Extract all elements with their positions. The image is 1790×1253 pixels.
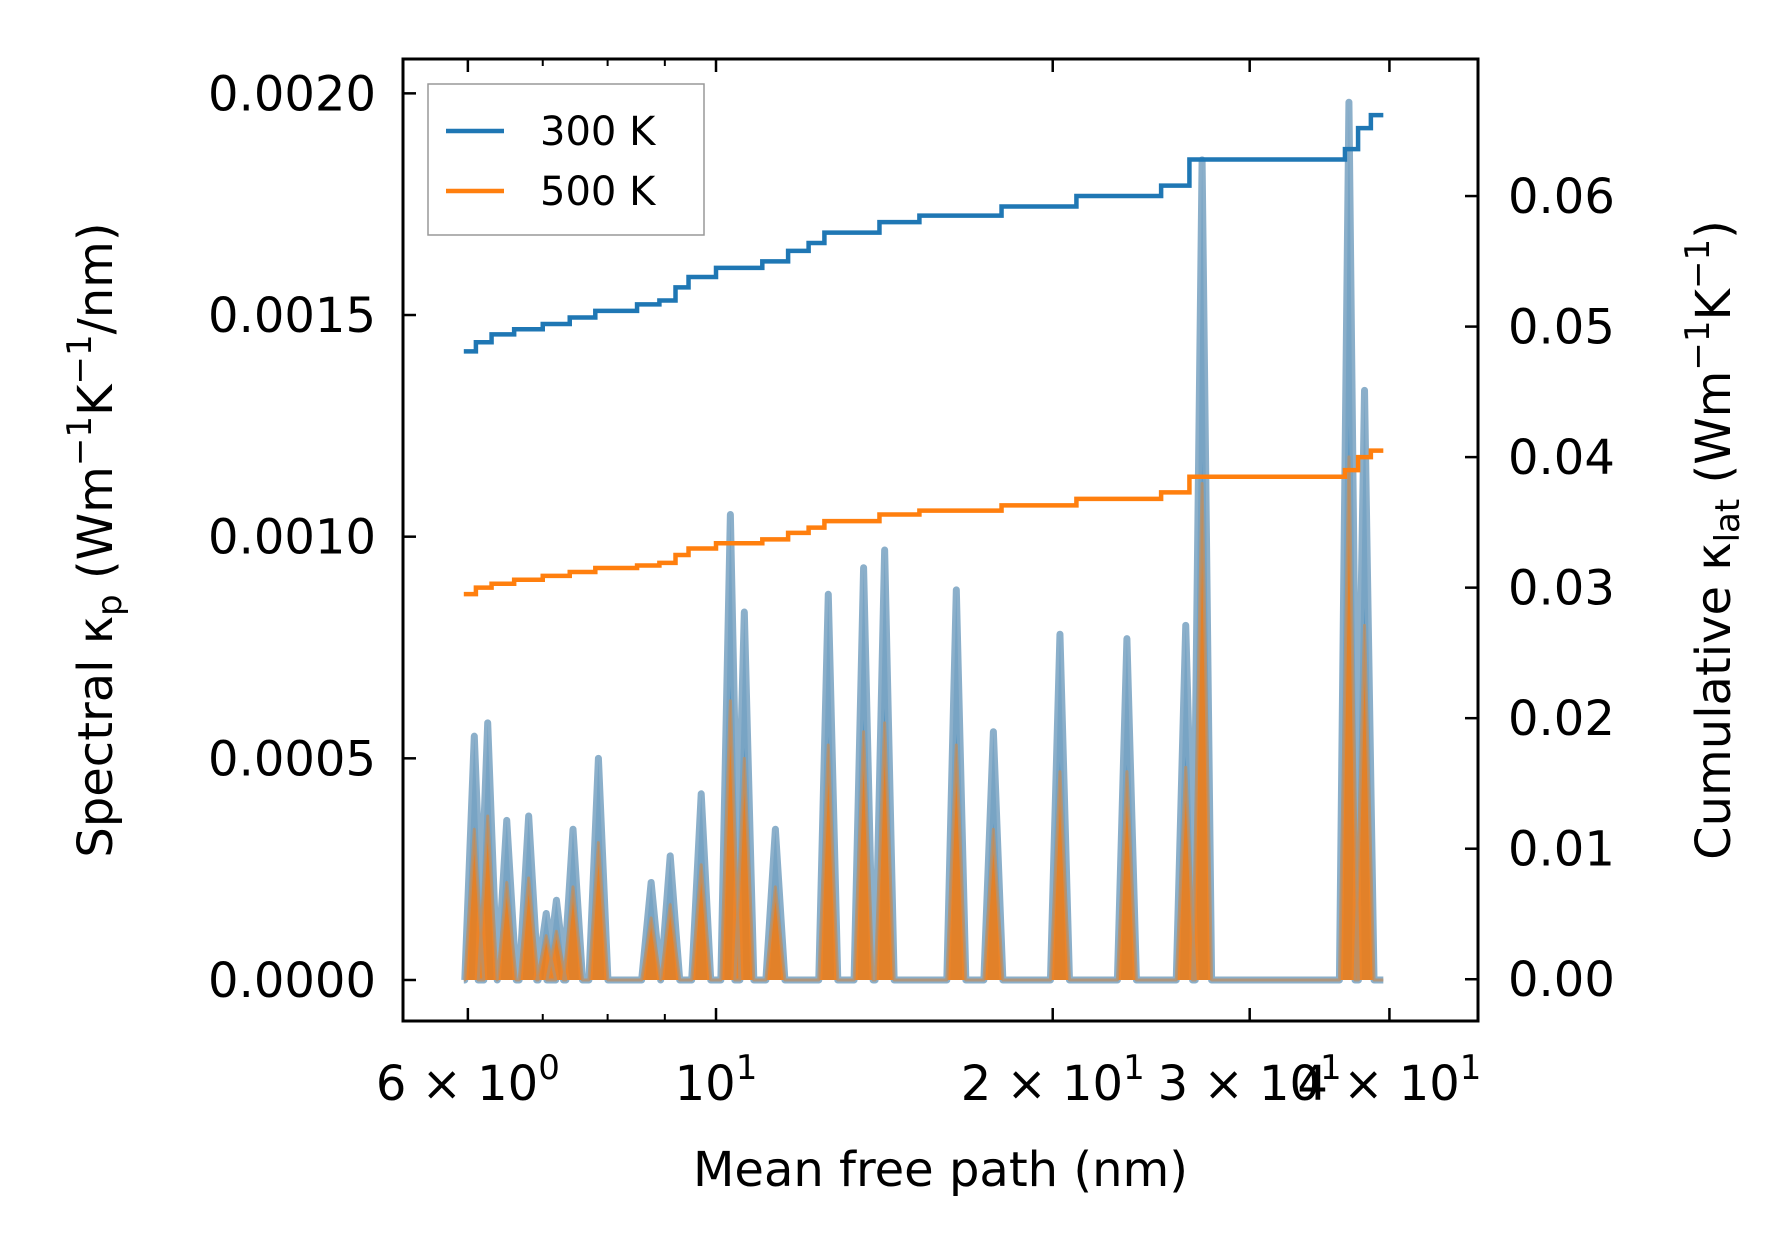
y-right-tick-label-5: 0.05 bbox=[1508, 300, 1615, 356]
y-left-tick-label-2: 0.0010 bbox=[208, 510, 376, 566]
legend-box bbox=[427, 83, 705, 236]
x-tick-label-2: 2 × 101 bbox=[961, 1048, 1145, 1112]
x-axis-title: Mean free path (nm) bbox=[693, 1142, 1188, 1198]
y-right-tick-label-1: 0.01 bbox=[1508, 822, 1615, 878]
spectral-peaks-layer bbox=[461, 98, 1384, 984]
y-left-tick-label-3: 0.0015 bbox=[208, 288, 376, 344]
y-right-tick-label-6: 0.06 bbox=[1508, 169, 1615, 225]
legend-label-1: 500 K bbox=[540, 169, 657, 215]
y-right-tick-label-3: 0.03 bbox=[1508, 561, 1615, 617]
y-left-tick-label-4: 0.0020 bbox=[208, 66, 376, 122]
svg-text:Cumulative κlat (Wm−1K−1): Cumulative κlat (Wm−1K−1) bbox=[1678, 220, 1748, 860]
legend-label-0: 300 K bbox=[540, 109, 657, 155]
y-right-tick-label-0: 0.00 bbox=[1508, 952, 1615, 1008]
plot-frame bbox=[401, 57, 1480, 1023]
x-tick-label-0: 6 × 100 bbox=[376, 1048, 560, 1112]
y-left-tick-label-1: 0.0005 bbox=[208, 731, 376, 787]
y-right-tick-label-2: 0.02 bbox=[1508, 691, 1615, 747]
y-left-axis-title: Spectral κp (Wm−1K−1/nm) bbox=[60, 222, 130, 857]
svg-text:Spectral κp (Wm−1K−1/nm): Spectral κp (Wm−1K−1/nm) bbox=[60, 222, 130, 857]
legend: 300 K 500 K bbox=[427, 83, 705, 236]
x-tick-label-4: 4 × 101 bbox=[1297, 1048, 1481, 1112]
x-tick-label-3: 3 × 101 bbox=[1158, 1048, 1342, 1112]
x-tick-label-1: 101 bbox=[675, 1048, 758, 1112]
spectral-500K-outline bbox=[463, 455, 1384, 982]
cumulative-lines-layer bbox=[463, 112, 1384, 597]
y-right-tick-label-4: 0.04 bbox=[1508, 430, 1615, 486]
y-right-axis-title: Cumulative κlat (Wm−1K−1) bbox=[1678, 220, 1748, 860]
spectral-500K-fill bbox=[463, 456, 1384, 980]
cumulative-line-500K bbox=[463, 448, 1384, 597]
cumulative-line-300K bbox=[463, 112, 1384, 354]
y-left-tick-label-0: 0.0000 bbox=[208, 953, 376, 1009]
